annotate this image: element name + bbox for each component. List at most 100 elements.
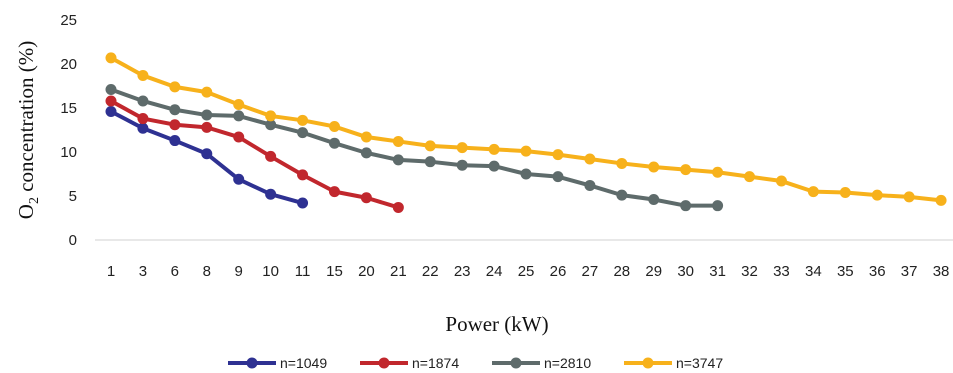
- data-point: [616, 189, 628, 201]
- data-point: [680, 200, 692, 212]
- legend-label: n=1049: [280, 355, 327, 371]
- y-tick-label: 20: [60, 56, 77, 73]
- x-tick-label: 34: [805, 263, 822, 280]
- series-n=3747: [105, 52, 947, 206]
- data-point: [297, 197, 309, 209]
- data-point: [584, 153, 596, 165]
- data-point: [360, 192, 372, 204]
- data-point: [328, 137, 340, 149]
- data-point: [616, 157, 628, 169]
- legend-marker: [642, 357, 654, 369]
- data-point: [328, 120, 340, 132]
- y-tick-label: 25: [60, 12, 77, 29]
- data-point: [392, 135, 404, 147]
- data-point: [584, 179, 596, 191]
- data-point: [456, 159, 468, 171]
- legend-item: n=1874: [360, 355, 459, 371]
- x-tick-label: 37: [901, 263, 918, 280]
- x-tick-label: 33: [773, 263, 790, 280]
- data-point: [201, 86, 213, 98]
- legend-item: n=3747: [624, 355, 723, 371]
- legend-item: n=2810: [492, 355, 591, 371]
- x-tick-label: 1: [107, 263, 115, 280]
- x-tick-label: 20: [358, 263, 375, 280]
- data-point: [265, 150, 277, 162]
- data-point: [201, 121, 213, 133]
- y-axis-title: O2 concentration (%): [14, 41, 42, 219]
- data-point: [424, 140, 436, 152]
- data-point: [488, 160, 500, 172]
- x-tick-label: 6: [171, 263, 179, 280]
- x-tick-label: 8: [203, 263, 211, 280]
- data-point: [648, 194, 660, 206]
- x-tick-label: 23: [454, 263, 471, 280]
- data-point: [105, 106, 117, 118]
- data-point: [392, 154, 404, 166]
- data-point: [712, 166, 724, 178]
- data-point: [233, 173, 245, 185]
- data-point: [265, 188, 277, 200]
- x-tick-label: 27: [582, 263, 599, 280]
- y-tick-label: 10: [60, 144, 77, 161]
- x-tick-label: 31: [709, 263, 726, 280]
- data-point: [552, 171, 564, 183]
- x-tick-label: 24: [486, 263, 503, 280]
- data-point: [488, 143, 500, 155]
- data-point: [137, 122, 149, 134]
- x-tick-label: 10: [262, 263, 279, 280]
- data-point: [233, 110, 245, 122]
- data-point: [265, 119, 277, 131]
- x-tick-label: 35: [837, 263, 854, 280]
- legend-label: n=1874: [412, 355, 459, 371]
- data-point: [775, 175, 787, 187]
- legend-label: n=2810: [544, 355, 591, 371]
- x-tick-label: 28: [613, 263, 630, 280]
- x-tick-label: 11: [295, 263, 311, 280]
- data-point: [903, 191, 915, 203]
- data-point: [201, 109, 213, 121]
- data-point: [169, 81, 181, 93]
- data-point: [520, 168, 532, 180]
- data-point: [552, 149, 564, 161]
- legend: n=1049 n=1874 n=2810 n=3747: [228, 355, 723, 371]
- y-tick-label: 5: [69, 188, 77, 205]
- data-point: [392, 201, 404, 213]
- y-axis-ticks: 0 5 10 15 20 25: [60, 12, 77, 249]
- data-point: [297, 127, 309, 139]
- data-point: [328, 186, 340, 198]
- data-point: [807, 186, 819, 198]
- data-point: [137, 69, 149, 81]
- x-tick-label: 3: [139, 263, 147, 280]
- data-point: [839, 186, 851, 198]
- data-point: [169, 135, 181, 147]
- data-point: [360, 147, 372, 159]
- x-tick-label: 25: [518, 263, 535, 280]
- legend-label: n=3747: [676, 355, 723, 371]
- legend-marker: [510, 357, 522, 369]
- legend-marker: [246, 357, 258, 369]
- series-n=1874: [105, 95, 404, 213]
- data-point: [137, 95, 149, 107]
- data-point: [105, 84, 117, 96]
- series-group: [105, 52, 947, 213]
- data-point: [712, 200, 724, 212]
- y-tick-label: 15: [60, 100, 77, 117]
- data-point: [297, 169, 309, 181]
- data-point: [137, 113, 149, 125]
- data-point: [169, 104, 181, 116]
- x-tick-label: 36: [869, 263, 886, 280]
- data-point: [105, 52, 117, 64]
- series-line: [109, 98, 401, 210]
- data-point: [360, 131, 372, 143]
- data-point: [871, 189, 883, 201]
- data-point: [520, 145, 532, 157]
- series-n=1049: [105, 106, 309, 209]
- data-point: [105, 95, 117, 107]
- data-point: [233, 98, 245, 110]
- data-point: [935, 194, 947, 206]
- x-tick-label: 22: [422, 263, 439, 280]
- x-tick-label: 15: [326, 263, 343, 280]
- data-point: [233, 131, 245, 143]
- x-axis-ticks: 1 3 6 8 9 10 11 15 20 21 22 23 24 25 26 27 28 29 30 31 32 33 3…: [107, 263, 950, 280]
